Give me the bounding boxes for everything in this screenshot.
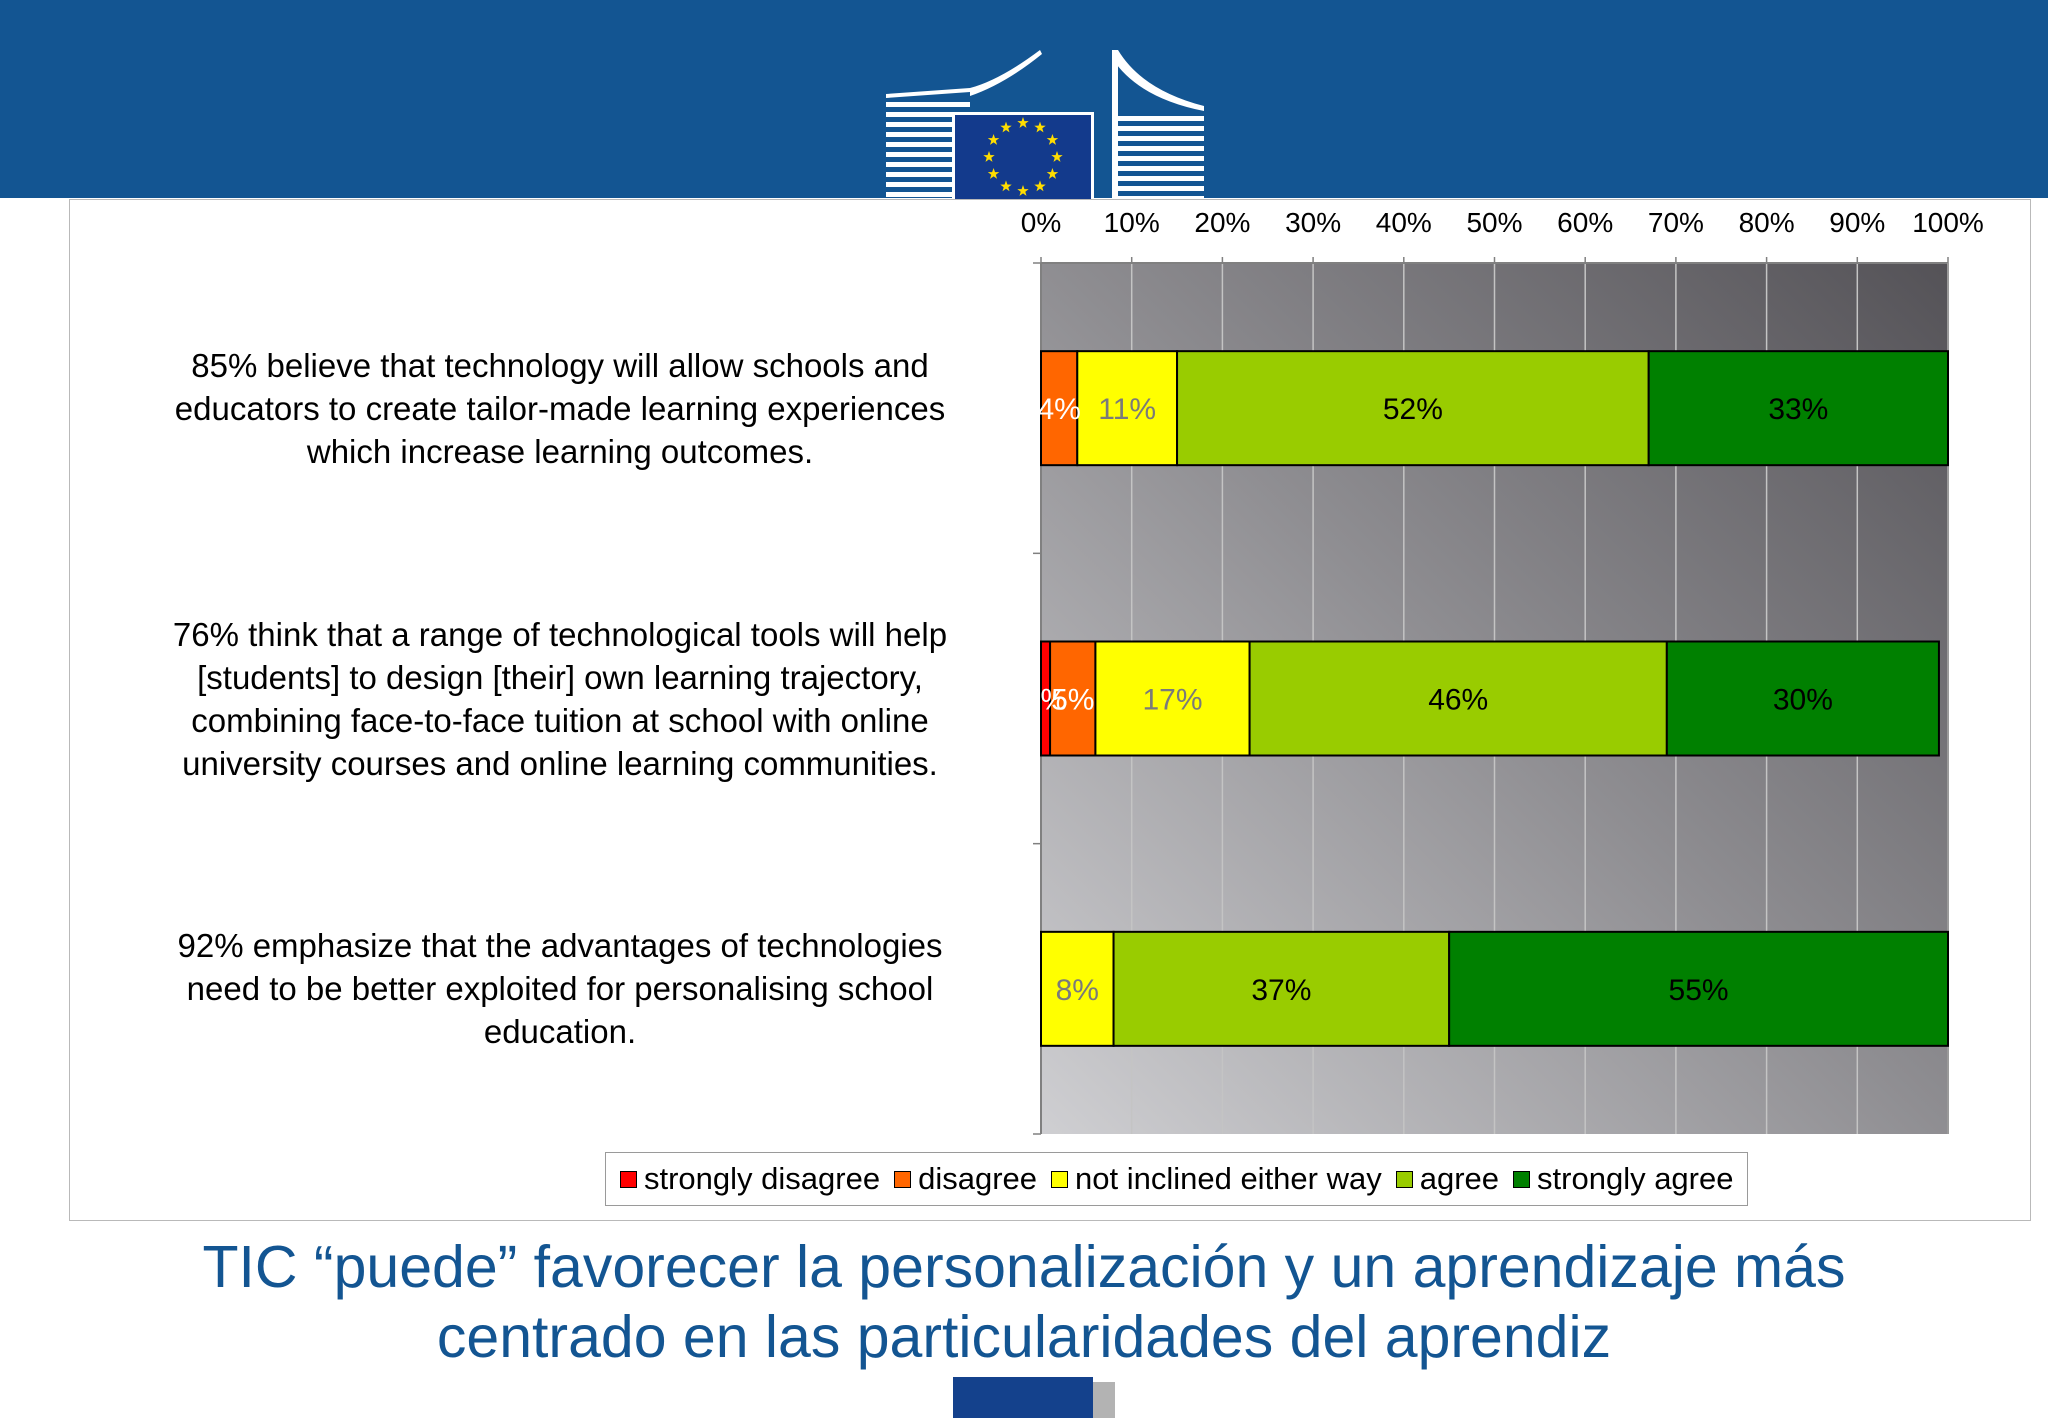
bar-data-label: 33% — [1768, 393, 1828, 426]
slide-title-line-2: centrado en las particularidades del apr… — [436, 1304, 1612, 1370]
european-commission-logo — [886, 50, 1204, 200]
legend-swatch — [1051, 1170, 1068, 1188]
eu-star-icon — [1051, 151, 1063, 162]
stacked-bar-chart: 0% 10% 20% 30% 40% 50% 60% 70% 80% 90% 100% 4% 11% 5… — [1021, 207, 1984, 1135]
legend-label: strongly disagree — [644, 1161, 881, 1196]
category-label: 85% believe that technology will allow s… — [90, 344, 1030, 473]
eu-star-icon — [983, 151, 995, 162]
x-tick-label: 60% — [1557, 207, 1613, 238]
x-tick-label: 90% — [1829, 207, 1885, 238]
bar-segment — [1112, 930, 1451, 1047]
bar-segment — [1076, 350, 1179, 467]
bar-data-label: 52% — [1383, 393, 1443, 426]
bar-segment — [1448, 930, 1950, 1047]
eu-star-icon — [1000, 121, 1012, 133]
category-label-line: [students] to design [their] own learnin… — [197, 658, 923, 696]
bars — [1040, 350, 1950, 1047]
eu-star-icon — [1046, 168, 1059, 179]
category-label-line: university courses and online learning c… — [182, 744, 938, 782]
legend-label: disagree — [918, 1161, 1037, 1196]
bar-segment — [1094, 640, 1251, 757]
bar-segment — [1040, 930, 1115, 1047]
eu-star-icon — [1017, 117, 1029, 128]
slide-title: TIC “puede” favorecer la personalización… — [40, 1232, 2008, 1372]
slide-title-line-1: TIC “puede” favorecer la personalización… — [202, 1234, 1846, 1300]
eu-star-icon — [987, 134, 1000, 145]
x-tick-label: 100% — [1912, 207, 1984, 238]
bar-segment — [1665, 640, 1940, 757]
bar-data-label: 4% — [1037, 393, 1080, 426]
legend-item: not inclined either way — [1051, 1161, 1382, 1197]
bar-data-label: 46% — [1428, 684, 1488, 717]
eu-star-icon — [1034, 121, 1046, 133]
bar-data-label: 11% — [1098, 393, 1156, 426]
category-label-line: educators to create tailor-made learning… — [174, 389, 946, 427]
legend-label: agree — [1419, 1161, 1500, 1196]
bar-data-labels: 4% 11% 52% 33% 1%5% 17% 46% 30% 8% 37% 55% — [1024, 393, 1833, 1007]
legend-item: strongly agree — [1513, 1161, 1733, 1197]
eu-star-icon — [987, 168, 1000, 179]
bar-segment — [1647, 350, 1949, 467]
bar-data-label: 55% — [1669, 974, 1729, 1007]
legend-swatch — [620, 1170, 637, 1188]
x-tick-label: 80% — [1739, 207, 1795, 238]
eu-star-icon — [1034, 180, 1046, 192]
x-tick-label: 50% — [1466, 207, 1522, 238]
bar-segment — [1040, 350, 1079, 467]
legend-item: strongly disagree — [620, 1161, 880, 1197]
footer-grey-block — [1093, 1382, 1115, 1418]
legend-swatch — [1395, 1170, 1413, 1188]
bar-data-label: 8% — [1056, 974, 1099, 1007]
category-label-line: which increase learning outcomes. — [306, 432, 814, 470]
legend-item: agree — [1395, 1161, 1500, 1197]
chart-legend: strongly disagree disagree not inclined ei… — [605, 1152, 1749, 1206]
bar-data-label: 37% — [1251, 974, 1311, 1007]
category-label-line: need to be better exploited for personal… — [186, 970, 934, 1008]
x-tick-label: 10% — [1104, 207, 1160, 238]
x-tick-label: 0% — [1021, 207, 1061, 238]
x-tick-label: 40% — [1376, 207, 1432, 238]
bar-data-label: 1% — [1024, 684, 1067, 717]
category-label-line: combining face-to-face tuition at school… — [191, 701, 929, 739]
eu-star-icon — [1046, 134, 1059, 145]
legend-label: not inclined either way — [1075, 1161, 1382, 1196]
bar-data-label: 17% — [1142, 684, 1202, 717]
category-label-line: 92% emphasize that the advantages of tec… — [177, 927, 943, 965]
eu-star-icon — [1000, 180, 1012, 192]
x-tick-label: 70% — [1648, 207, 1704, 238]
bar-segment — [1176, 350, 1650, 467]
bar-data-label: 30% — [1773, 684, 1833, 717]
category-label: 76% think that a range of technological … — [90, 613, 1030, 785]
category-label-line: 85% believe that technology will allow s… — [191, 346, 929, 384]
bar-segment — [1248, 640, 1668, 757]
bar-data-label: 5% — [1051, 684, 1094, 717]
legend-swatch — [1513, 1170, 1531, 1188]
legend-item: disagree — [894, 1161, 1037, 1197]
category-label-line: 76% think that a range of technological … — [172, 615, 948, 653]
legend-swatch — [894, 1170, 912, 1188]
x-tick-labels: 0% 10% 20% 30% 40% 50% 60% 70% 80% 90% 100% — [1021, 207, 1984, 238]
category-label-line: education. — [483, 1013, 637, 1051]
bar-segment — [1049, 640, 1097, 757]
x-tick-label: 30% — [1285, 207, 1341, 238]
legend-label: strongly agree — [1537, 1161, 1734, 1196]
eu-star-icon — [1017, 185, 1029, 196]
category-label: 92% emphasize that the advantages of tec… — [90, 924, 1030, 1053]
footer-blue-block — [953, 1377, 1093, 1418]
x-tick-label: 20% — [1194, 207, 1250, 238]
